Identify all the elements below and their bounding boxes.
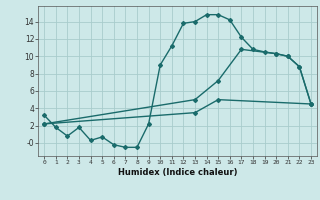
X-axis label: Humidex (Indice chaleur): Humidex (Indice chaleur): [118, 168, 237, 177]
